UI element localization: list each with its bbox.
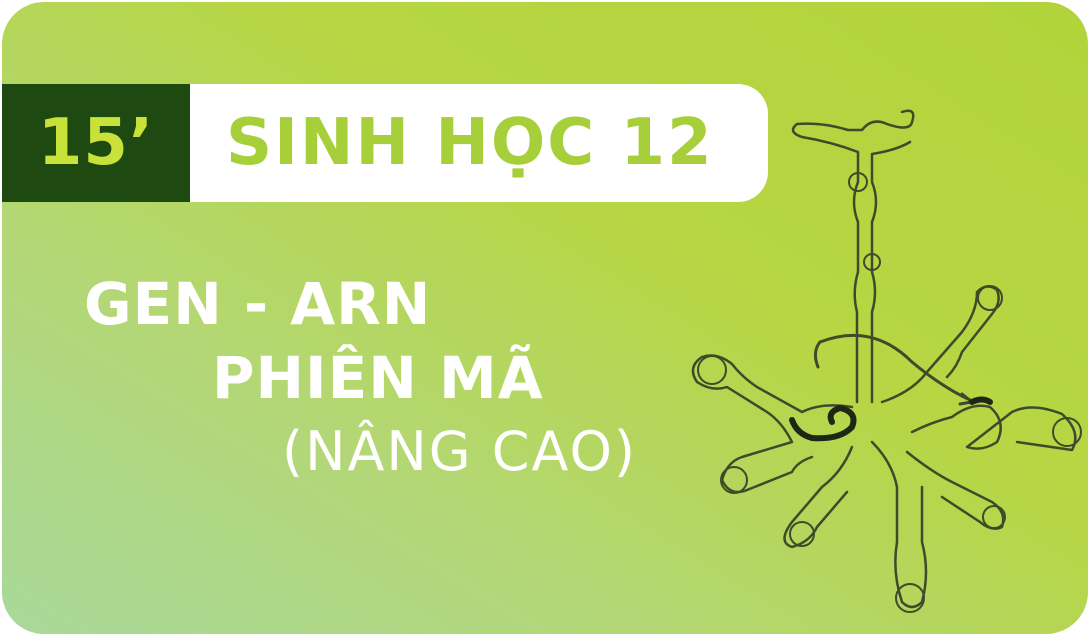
rna-structure-illustration xyxy=(691,109,1082,613)
duration-badge: 15’ xyxy=(2,84,190,202)
title-line-1: GEN - ARN xyxy=(84,270,432,338)
subject-label: SINH HỌC 12 xyxy=(226,106,714,180)
title-line-2: PHIÊN MÃ xyxy=(212,344,544,412)
duration-label: 15’ xyxy=(37,106,155,180)
title-line-3: (NÂNG CAO) xyxy=(282,420,638,483)
subject-badge: SINH HỌC 12 xyxy=(190,84,768,202)
